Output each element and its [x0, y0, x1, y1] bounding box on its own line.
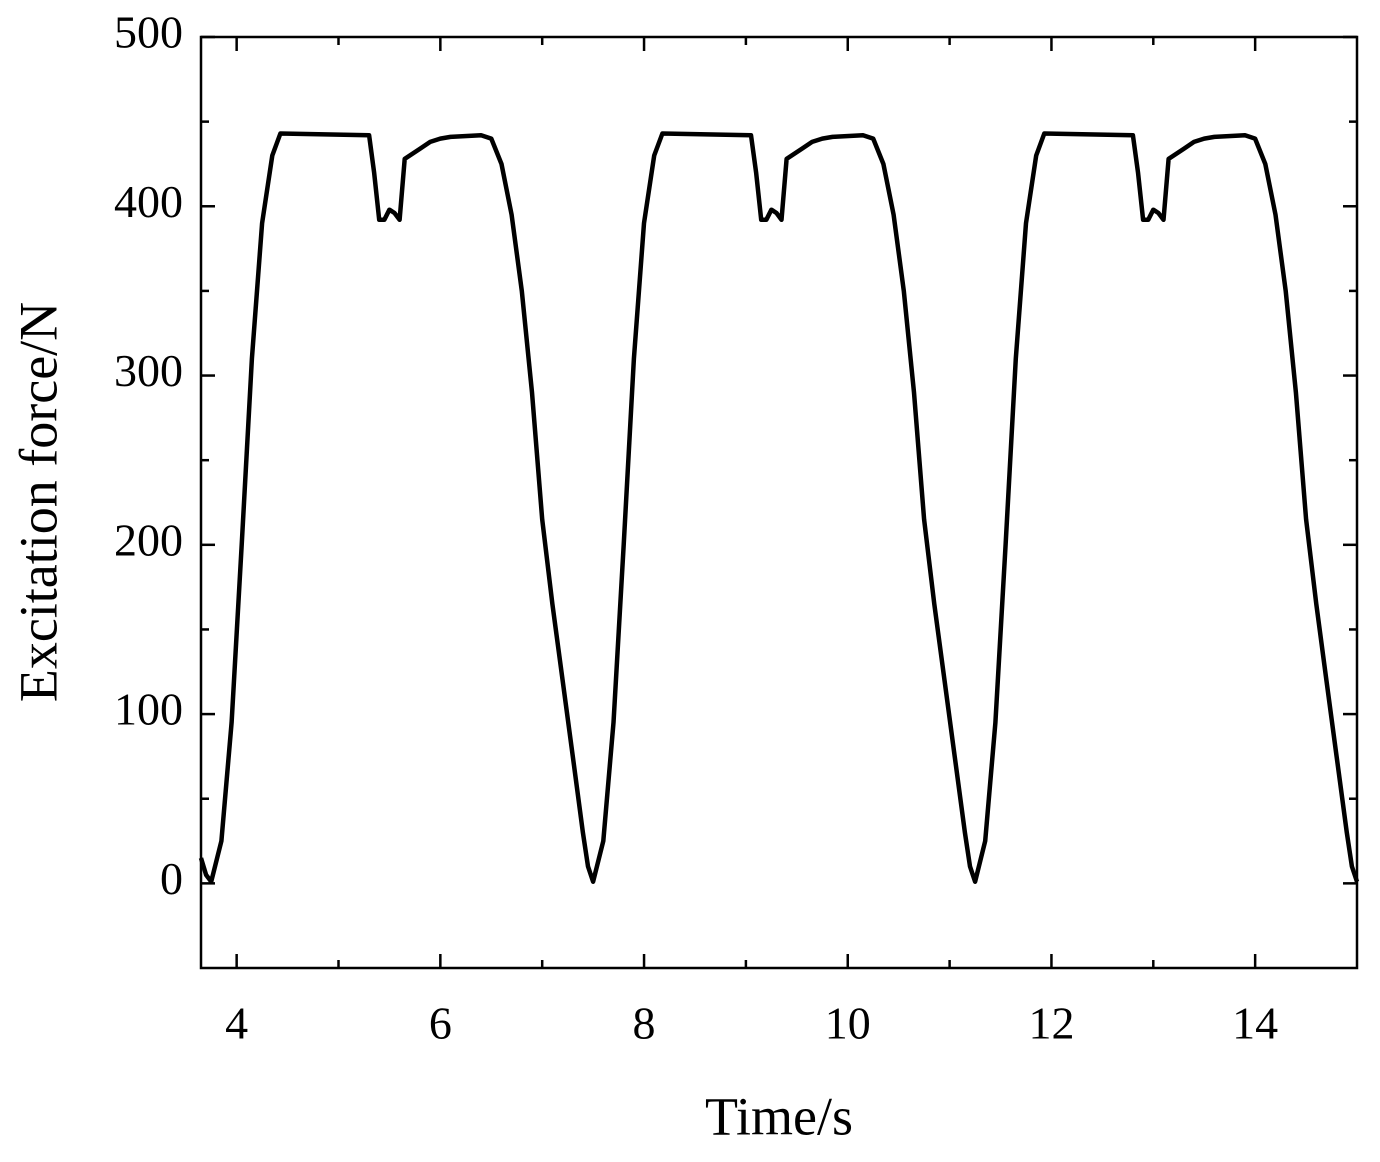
y-tick-label: 500 [114, 7, 183, 58]
y-tick-label: 0 [160, 853, 183, 904]
y-tick-label: 400 [114, 176, 183, 227]
y-tick-label: 300 [114, 345, 183, 396]
x-tick-label: 12 [1028, 998, 1074, 1049]
plot-frame [199, 35, 1359, 970]
x-tick-label: 4 [225, 998, 248, 1049]
y-axis-label: Excitation force/N [8, 302, 68, 702]
x-tick-label: 8 [633, 998, 656, 1049]
x-tick-label: 6 [429, 998, 452, 1049]
x-tick-label: 10 [825, 998, 871, 1049]
y-tick-label: 200 [114, 514, 183, 565]
data-line [198, 131, 1360, 884]
y-tick-label: 100 [114, 684, 183, 735]
x-axis-label: Time/s [705, 1086, 853, 1146]
x-tick-label: 14 [1232, 998, 1278, 1049]
